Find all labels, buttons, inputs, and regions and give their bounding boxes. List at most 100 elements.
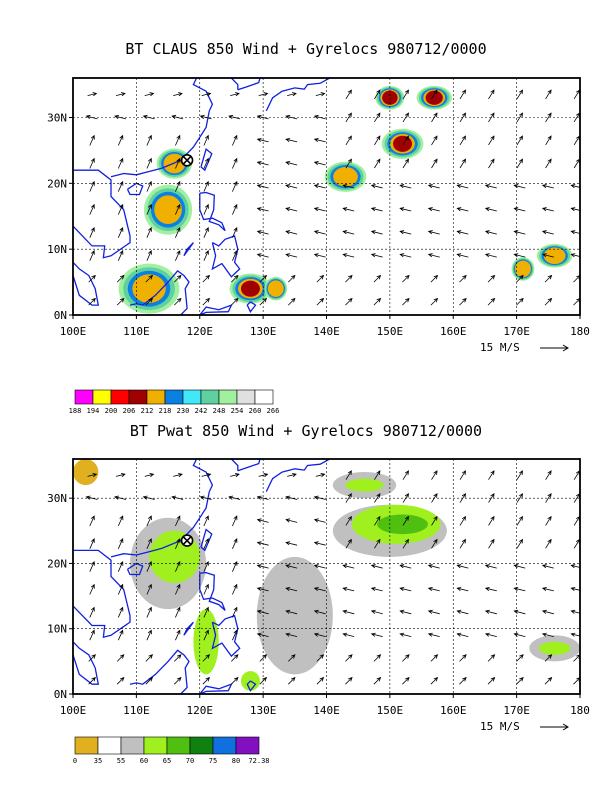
wind-vector (258, 473, 269, 478)
wind-vector (345, 470, 352, 480)
x-tick-label: 110E (123, 704, 150, 717)
coastline-10 (199, 683, 233, 694)
wind-vector (288, 274, 296, 283)
wind-vector (146, 157, 152, 169)
wind-vector (89, 157, 95, 169)
wind-vector (313, 161, 326, 166)
wind-vector (516, 158, 523, 169)
wind-vector (402, 89, 410, 100)
wind-vector (374, 538, 381, 549)
colorbar-swatch (120, 736, 145, 755)
wind-vector (431, 470, 438, 480)
x-tick-label: 180 (570, 704, 590, 717)
wind-vector (287, 92, 297, 97)
wind-vector (285, 495, 298, 500)
wind-vector (459, 89, 466, 100)
wind-vector (116, 92, 126, 97)
wind-vector (285, 253, 298, 258)
x-tick-label: 160E (440, 325, 467, 338)
wind-vector (570, 609, 580, 614)
wind-vector (173, 473, 183, 478)
coastline-7 (211, 235, 241, 278)
colorbar-swatch (164, 389, 184, 405)
vector-reference-arrow (540, 344, 569, 352)
wind-vector (459, 274, 467, 283)
wind-vector (285, 587, 298, 592)
y-tick-label: 0N (54, 688, 67, 701)
wind-vector (116, 676, 125, 685)
coastline-3 (192, 78, 214, 112)
wind-vector (516, 493, 523, 503)
x-tick-label: 110E (123, 325, 150, 338)
wind-vector (459, 135, 466, 146)
wind-vector (199, 114, 212, 120)
wind-vector (88, 297, 96, 306)
wind-vector (146, 629, 152, 641)
wind-vector (459, 493, 466, 503)
wind-vector (174, 654, 182, 662)
wind-vector (313, 207, 326, 212)
wind-vector (315, 473, 326, 478)
wind-vector (342, 564, 355, 569)
wind-vector (228, 114, 241, 120)
wind-vector (488, 493, 495, 503)
wind-vector (232, 226, 238, 238)
wind-vector (259, 654, 268, 662)
claus-region-3-level-3 (333, 166, 358, 187)
coastline-8 (183, 621, 194, 636)
gyre-cross (182, 155, 192, 165)
wind-vector (456, 609, 469, 615)
coastline-4 (126, 182, 144, 196)
wind-vector (288, 676, 296, 685)
wind-vector (256, 253, 269, 258)
wind-vector (256, 207, 269, 212)
wind-vector (488, 112, 495, 123)
wind-vector (315, 92, 326, 97)
wind-vector (203, 249, 209, 261)
x-tick-label: 170E (503, 325, 530, 338)
wind-vector (516, 470, 523, 480)
colorbar-label: 260 (249, 407, 262, 415)
claus-region-1-level-3 (154, 195, 182, 225)
wind-vector (342, 632, 355, 637)
coastline-9 (129, 270, 190, 315)
wind-vector (199, 495, 212, 500)
wind-vector (285, 609, 298, 615)
wind-vector (459, 538, 466, 549)
wind-vector (545, 515, 552, 526)
wind-vector (373, 676, 382, 685)
wind-vector (516, 135, 523, 146)
wind-vector (484, 184, 497, 189)
wind-vector (484, 587, 497, 592)
wind-vector (89, 180, 95, 192)
coastline-6 (199, 571, 226, 611)
wind-vector (203, 583, 209, 595)
wind-vector (117, 226, 124, 238)
wind-vector (256, 184, 269, 189)
wind-vector (142, 495, 155, 500)
wind-vector (516, 676, 524, 685)
wind-vector (427, 564, 440, 569)
wind-vector (87, 92, 98, 97)
wind-vector (174, 297, 182, 306)
claus-region-2-level-3 (132, 274, 166, 304)
wind-vector (427, 230, 440, 235)
wind-vector (171, 495, 184, 500)
colorbar-label: 206 (123, 407, 136, 415)
wind-vector (573, 515, 580, 526)
wind-vector (146, 560, 152, 572)
wind-vector (513, 207, 526, 212)
colorbar-swatch (128, 389, 148, 405)
wind-vector (374, 135, 381, 146)
wind-vector (431, 515, 438, 526)
claus-region-4-level-4 (393, 135, 413, 152)
wind-vector (231, 274, 239, 283)
wind-vector (484, 253, 497, 258)
chart2-group: 100E 110E 120E 130E 140E 150E 160E 170E 180 0N 10N… (47, 458, 590, 765)
wind-vector (203, 560, 209, 572)
pwat-region-11 (193, 609, 219, 675)
wind-vector (374, 112, 381, 123)
wind-vector (484, 207, 497, 212)
chart1-group: 100E 110E 120E 130E 140E 150E 160E 170E 180 0N 10N… (47, 77, 590, 415)
wind-vector (374, 470, 381, 480)
